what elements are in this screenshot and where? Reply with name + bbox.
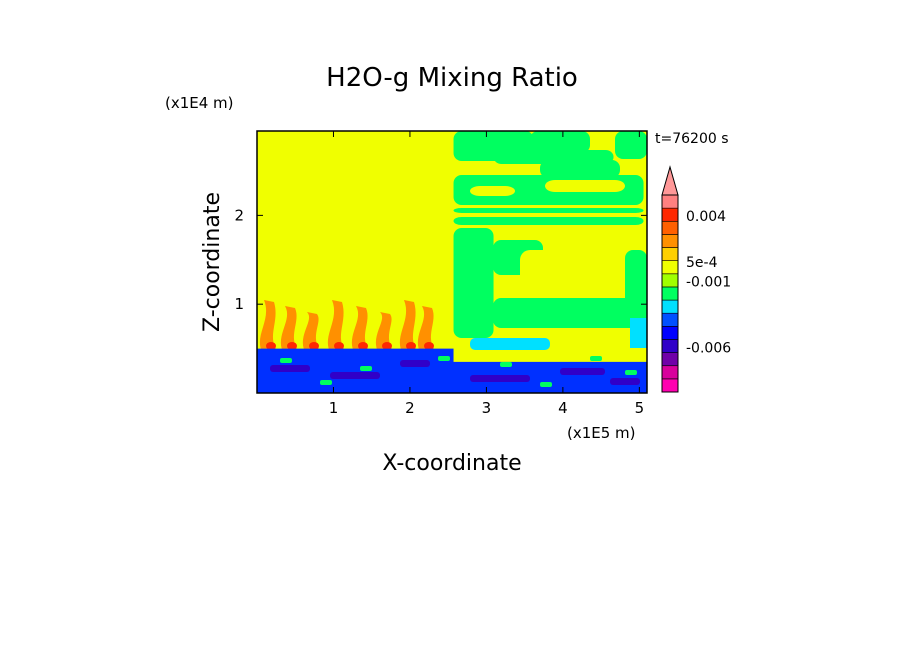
x-tick-label: 5 (635, 399, 645, 417)
green-bit (590, 356, 602, 361)
x-tick-label: 3 (482, 399, 492, 417)
yellow-pocket (520, 250, 620, 295)
plume-core (424, 342, 434, 350)
plume-core (406, 342, 416, 350)
colorbar-band (661, 365, 679, 380)
colorbar-frame (661, 194, 679, 393)
colorbar-band (661, 378, 679, 393)
colorbar-band (661, 234, 679, 248)
dark-streak (560, 368, 605, 375)
colorbar-band (661, 299, 679, 314)
x-multiplier-label: (x1E5 m) (567, 424, 636, 442)
plume-core (358, 342, 368, 350)
green-bit (625, 370, 637, 375)
green-region (625, 250, 647, 310)
dark-streak (470, 375, 530, 382)
colorbar-label: 5e-4 (686, 255, 718, 271)
cyan-region (630, 318, 647, 348)
plume-core (309, 342, 319, 350)
green-bit (360, 366, 372, 371)
x-tick-label: 4 (558, 399, 568, 417)
colorbar-label: 0.004 (686, 209, 726, 225)
plume (327, 300, 346, 352)
dark-streak (270, 365, 310, 372)
y-axis-ticks: 12 (234, 206, 647, 313)
x-tick-label: 2 (405, 399, 415, 417)
green-region (493, 298, 647, 328)
plume (399, 300, 418, 352)
colorbar-band (661, 207, 679, 222)
chart-title: H2O-g Mixing Ratio (326, 63, 578, 93)
colorbar-label: -0.001 (686, 275, 731, 291)
green-region (530, 131, 590, 153)
cyan-region (470, 338, 550, 350)
plume (417, 306, 436, 352)
plume-core (382, 342, 392, 350)
dark-streak (400, 360, 430, 367)
colorbar-extend-arrow (661, 165, 679, 196)
plume (280, 306, 299, 352)
green-bit (320, 380, 332, 385)
colorbar-band (661, 286, 679, 301)
x-tick-label: 1 (329, 399, 339, 417)
colorbar-band (661, 339, 679, 353)
colorbar-band (661, 220, 679, 235)
green-region (453, 217, 644, 225)
y-tick-label: 2 (234, 206, 244, 224)
plume (375, 312, 394, 352)
colorbar-band (661, 194, 679, 209)
time-label: t=76200 s (655, 131, 729, 147)
plume (259, 300, 278, 352)
green-bit (500, 362, 512, 367)
colorbar-band (661, 326, 679, 340)
plot-frame (256, 130, 648, 394)
x-axis-label: X-coordinate (382, 451, 521, 476)
y-multiplier-label: (x1E4 m) (165, 94, 234, 112)
yellow-pocket (470, 186, 515, 196)
green-bit (438, 356, 450, 361)
plume-core (266, 342, 276, 350)
colorbar-band (661, 247, 679, 261)
contour-field (257, 131, 647, 393)
dark-streak (330, 372, 380, 379)
colorbar (661, 165, 679, 393)
colorbar-band (661, 273, 679, 288)
y-axis-label: Z-coordinate (200, 192, 225, 332)
colorbar-labels: 0.004 5e-4 -0.001 -0.006 (686, 209, 731, 356)
colorbar-label: -0.006 (686, 340, 731, 356)
green-region (615, 131, 647, 159)
bottom-layer (257, 348, 647, 393)
green-bit (540, 382, 552, 387)
yellow-pocket (545, 180, 625, 192)
green-region (453, 208, 644, 213)
plume-core (287, 342, 297, 350)
x-axis-ticks: 1 2 3 4 5 (329, 131, 644, 417)
plume-core (334, 342, 344, 350)
colorbar-band (661, 312, 679, 327)
plume (351, 306, 370, 352)
green-region (540, 160, 620, 178)
plume (302, 312, 321, 352)
dark-streak (610, 378, 640, 385)
green-bit (280, 358, 292, 363)
colorbar-band (661, 260, 679, 275)
y-tick-label: 1 (234, 295, 244, 313)
colorbar-band (661, 352, 679, 367)
green-region (453, 228, 494, 338)
